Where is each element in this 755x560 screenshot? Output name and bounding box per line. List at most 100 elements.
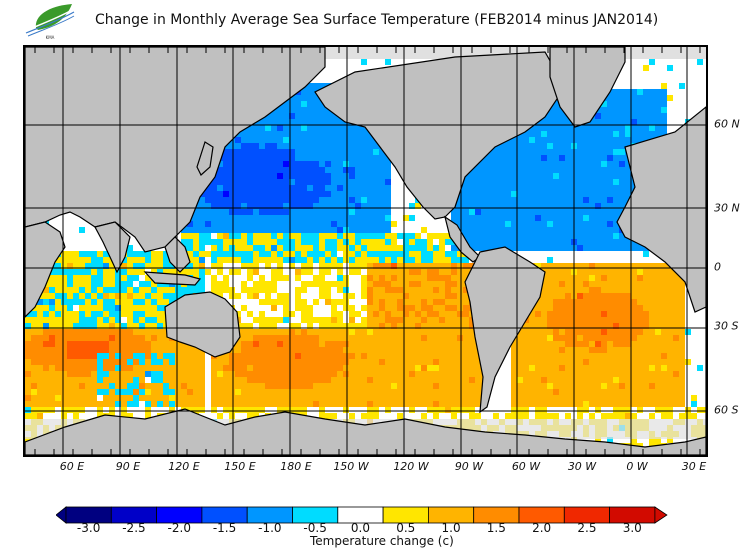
anomaly-cell xyxy=(97,311,103,317)
anomaly-cell xyxy=(523,377,529,383)
anomaly-cell xyxy=(139,317,145,323)
anomaly-cell xyxy=(43,305,49,311)
anomaly-cell xyxy=(103,275,109,281)
anomaly-cell xyxy=(289,353,295,359)
anomaly-cell xyxy=(421,341,427,347)
anomaly-cell xyxy=(523,167,529,173)
anomaly-cell xyxy=(151,353,157,359)
anomaly-cell xyxy=(223,191,229,197)
anomaly-cell xyxy=(451,293,457,299)
anomaly-cell xyxy=(403,299,409,305)
anomaly-cell xyxy=(649,275,655,281)
anomaly-cell xyxy=(49,395,55,401)
anomaly-cell xyxy=(367,149,373,155)
anomaly-cell xyxy=(289,125,295,131)
anomaly-cell xyxy=(169,287,175,293)
anomaly-cell xyxy=(583,125,589,131)
anomaly-cell xyxy=(67,317,73,323)
anomaly-cell xyxy=(271,137,277,143)
anomaly-cell xyxy=(559,161,565,167)
anomaly-cell xyxy=(127,329,133,335)
anomaly-cell xyxy=(553,323,559,329)
anomaly-cell xyxy=(397,251,403,257)
anomaly-cell xyxy=(331,383,337,389)
anomaly-cell xyxy=(259,173,265,179)
anomaly-cell xyxy=(223,257,229,263)
anomaly-cell xyxy=(349,167,355,173)
anomaly-cell xyxy=(577,197,583,203)
anomaly-cell xyxy=(667,347,673,353)
anomaly-cell xyxy=(223,149,229,155)
anomaly-cell xyxy=(619,197,625,203)
anomaly-cell xyxy=(415,293,421,299)
anomaly-cell xyxy=(595,305,601,311)
anomaly-cell xyxy=(223,209,229,215)
anomaly-cell xyxy=(331,251,337,257)
anomaly-cell xyxy=(631,287,637,293)
anomaly-cell xyxy=(133,287,139,293)
anomaly-cell xyxy=(271,323,277,329)
anomaly-cell xyxy=(595,311,601,317)
anomaly-cell xyxy=(253,383,259,389)
anomaly-cell xyxy=(355,245,361,251)
anomaly-cell xyxy=(301,281,307,287)
anomaly-cell xyxy=(661,107,667,113)
anomaly-cell xyxy=(637,119,643,125)
anomaly-cell xyxy=(607,131,613,137)
anomaly-cell xyxy=(673,347,679,353)
anomaly-cell xyxy=(451,353,457,359)
anomaly-cell xyxy=(307,119,313,125)
anomaly-cell xyxy=(199,227,205,233)
anomaly-cell xyxy=(373,209,379,215)
anomaly-cell xyxy=(25,347,31,353)
anomaly-cell xyxy=(307,131,313,137)
anomaly-cell xyxy=(43,347,49,353)
anomaly-cell xyxy=(499,143,505,149)
anomaly-cell xyxy=(379,287,385,293)
anomaly-cell xyxy=(577,203,583,209)
anomaly-cell xyxy=(265,317,271,323)
anomaly-cell xyxy=(439,317,445,323)
anomaly-cell xyxy=(445,395,451,401)
anomaly-cell xyxy=(319,317,325,323)
anomaly-cell xyxy=(415,245,421,251)
anomaly-cell xyxy=(547,305,553,311)
anomaly-cell xyxy=(187,263,193,269)
anomaly-cell xyxy=(331,401,337,407)
anomaly-cell xyxy=(91,395,97,401)
anomaly-cell xyxy=(673,395,679,401)
anomaly-cell xyxy=(601,323,607,329)
anomaly-cell xyxy=(307,329,313,335)
anomaly-cell xyxy=(439,263,445,269)
anomaly-cell xyxy=(361,179,367,185)
anomaly-cell xyxy=(91,287,97,293)
anomaly-cell xyxy=(409,389,415,395)
anomaly-cell xyxy=(31,371,37,377)
anomaly-cell xyxy=(295,245,301,251)
anomaly-cell xyxy=(415,287,421,293)
anomaly-cell xyxy=(637,263,643,269)
anomaly-cell xyxy=(91,371,97,377)
anomaly-cell xyxy=(559,395,565,401)
anomaly-cell xyxy=(541,395,547,401)
anomaly-cell xyxy=(253,185,259,191)
anomaly-cell xyxy=(397,269,403,275)
anomaly-cell xyxy=(463,179,469,185)
anomaly-cell xyxy=(421,275,427,281)
anomaly-cell xyxy=(259,335,265,341)
anomaly-cell xyxy=(319,269,325,275)
anomaly-cell xyxy=(607,233,613,239)
anomaly-cell xyxy=(397,281,403,287)
anomaly-cell xyxy=(505,221,511,227)
anomaly-cell xyxy=(133,299,139,305)
anomaly-cell xyxy=(511,407,517,413)
anomaly-cell xyxy=(157,269,163,275)
anomaly-cell xyxy=(241,221,247,227)
anomaly-cell xyxy=(181,287,187,293)
anomaly-cell xyxy=(445,347,451,353)
anomaly-cell xyxy=(451,365,457,371)
anomaly-cell xyxy=(601,365,607,371)
anomaly-cell xyxy=(469,407,475,413)
anomaly-cell xyxy=(667,281,673,287)
anomaly-cell xyxy=(517,209,523,215)
